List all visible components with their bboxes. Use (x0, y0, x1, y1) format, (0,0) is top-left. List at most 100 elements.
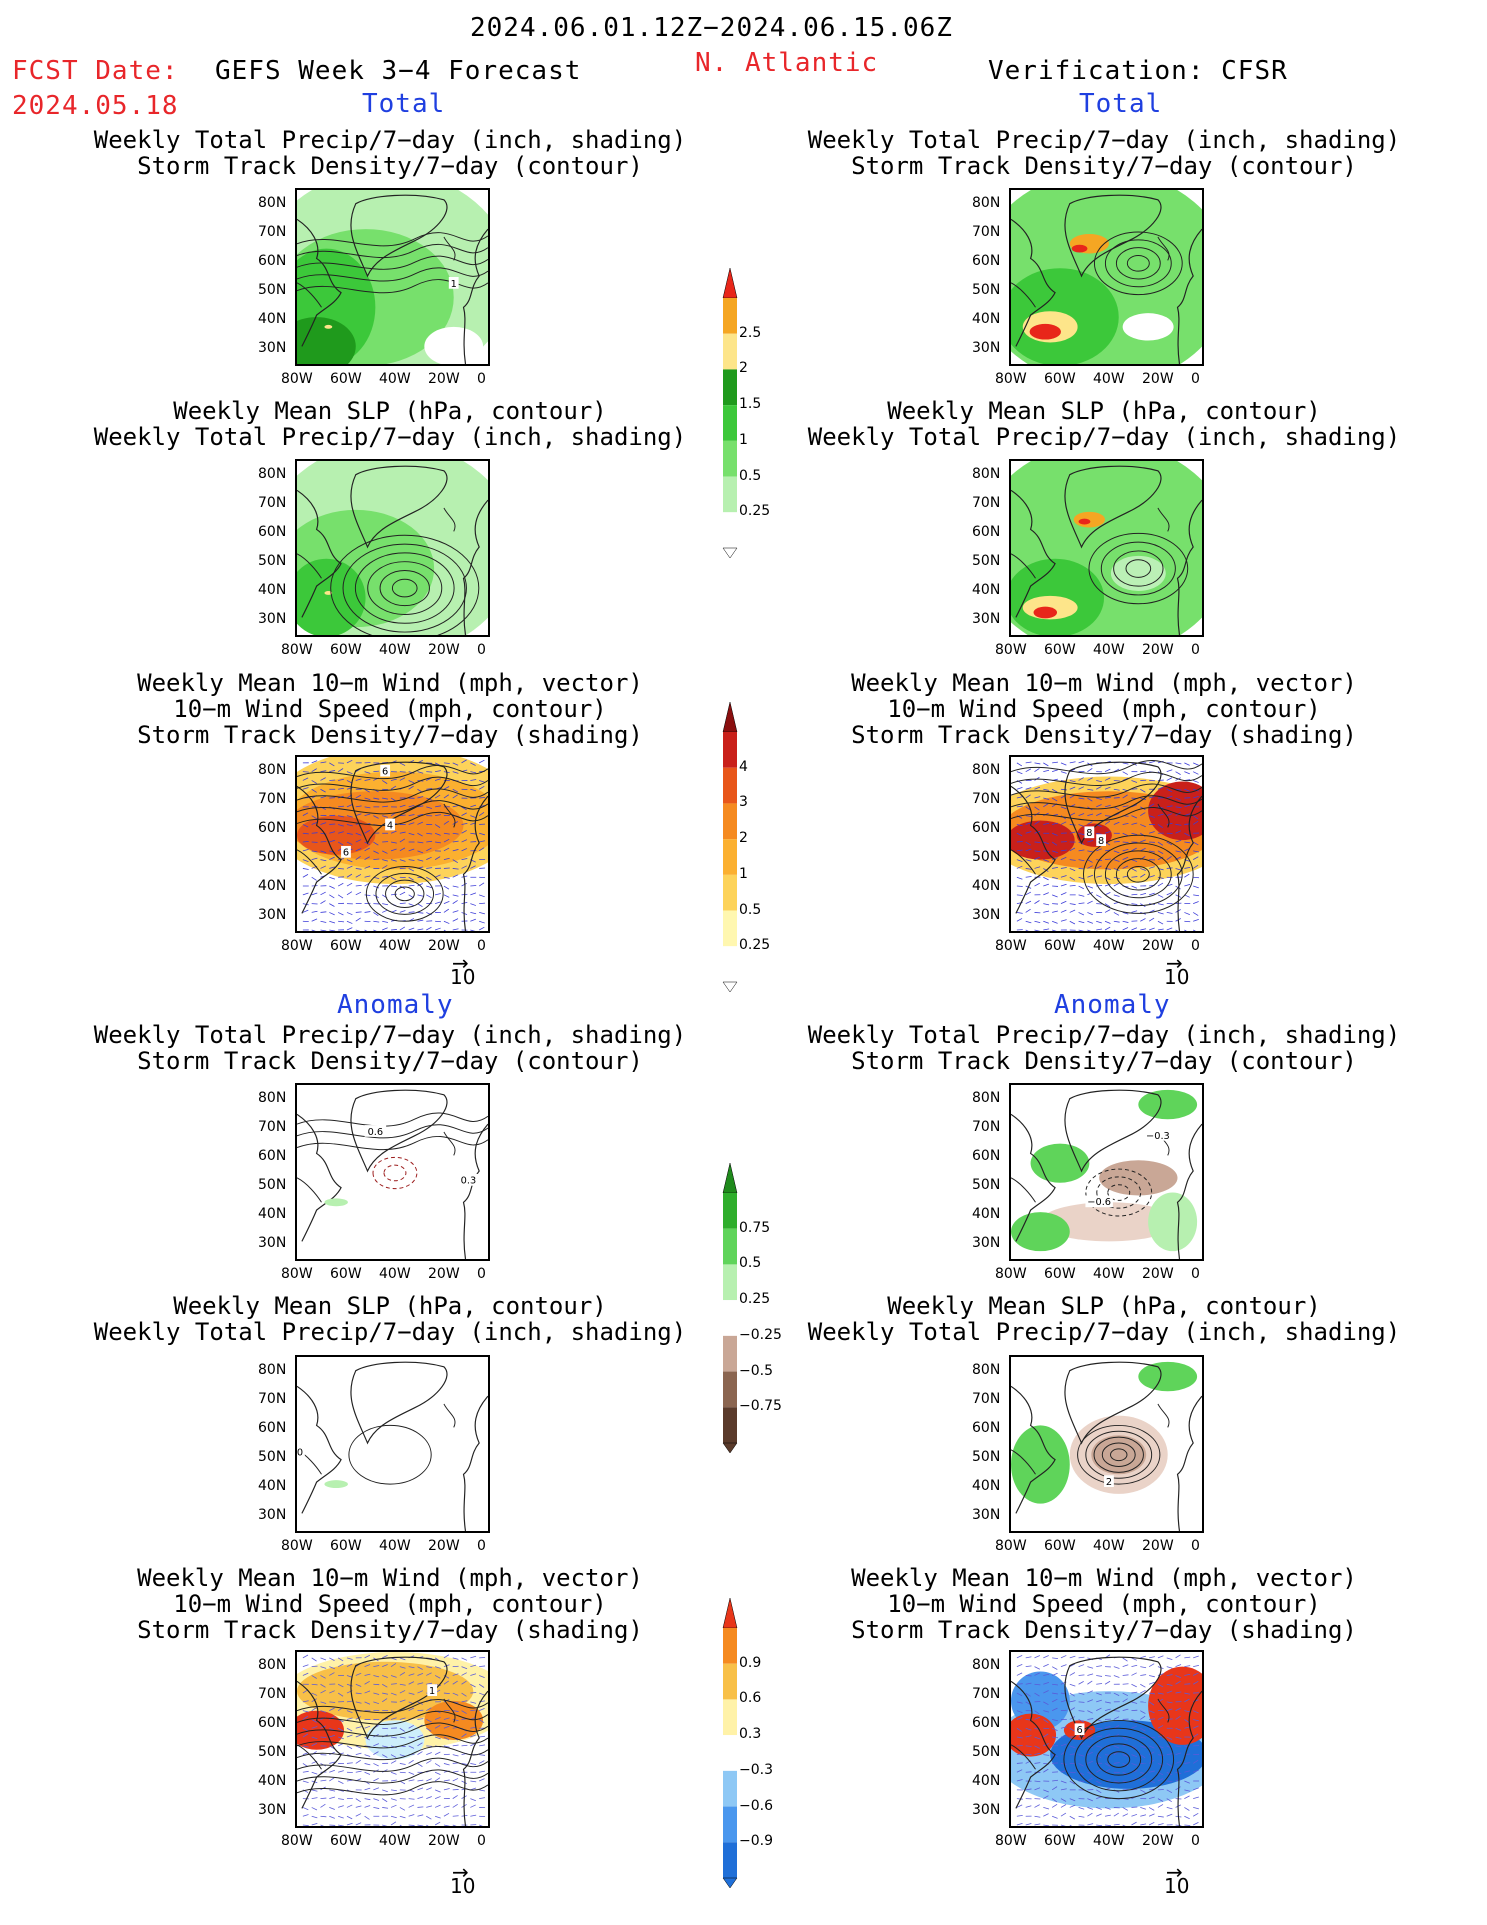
lon-label: 40W (379, 1538, 411, 1554)
lon-label: 80W (995, 938, 1027, 954)
lat-label: 40N (972, 878, 1001, 894)
lat-label: 50N (258, 553, 287, 569)
verification-label: Verification: CFSR (988, 56, 1288, 86)
colorbar-label: 0.25 (739, 937, 771, 954)
contour-label: 6 (343, 848, 349, 859)
lat-label: 60N (972, 1148, 1001, 1164)
lon-label: 80W (281, 1266, 313, 1282)
lon-label: 20W (1142, 1538, 1174, 1554)
lon-label: 20W (428, 938, 460, 954)
vector-reference-arrow: → (452, 951, 469, 975)
lat-label: 30N (972, 1802, 1001, 1818)
fcst-date-value: 2024.05.18 (12, 91, 179, 121)
lat-label: 60N (972, 253, 1001, 269)
colorbar-label: 2 (739, 830, 748, 847)
lat-label: 80N (972, 466, 1001, 482)
lon-label: 40W (1093, 642, 1125, 658)
lon-label: 20W (1142, 642, 1174, 658)
panel-title-fcst-total-wind-line: Storm Track Density/7−day (shading) (137, 721, 643, 749)
lat-label: 60N (258, 253, 287, 269)
colorbar-label: 0.5 (739, 467, 762, 484)
panel-title-obs-anom-precip-line: Weekly Total Precip/7−day (inch, shading… (807, 1021, 1401, 1049)
lat-label: 80N (972, 195, 1001, 211)
lon-label: 60W (1044, 938, 1076, 954)
lon-label: 80W (995, 1538, 1027, 1554)
lat-label: 80N (972, 1657, 1001, 1673)
lon-label: 20W (428, 1266, 460, 1282)
lat-label: 60N (972, 1715, 1001, 1731)
colorbar-precip-total-svg (722, 267, 738, 559)
lat-label: 50N (258, 1744, 287, 1760)
map-obs-total-slp-plot (1011, 461, 1202, 635)
colorbar-label: 0.6 (739, 1690, 762, 1707)
colorbar-label: 2.5 (739, 324, 762, 341)
panel-title-fcst-total-precip-line: Storm Track Density/7−day (contour) (137, 152, 643, 180)
colorbar-label: 0.5 (739, 901, 762, 918)
lat-label: 70N (972, 1119, 1001, 1135)
map-fcst-total-wind: 6 4 6 (295, 755, 490, 933)
lon-label: 80W (281, 938, 313, 954)
lat-label: 70N (972, 791, 1001, 807)
lat-label: 30N (972, 340, 1001, 356)
panel-title-fcst-anom-wind-line: Weekly Mean 10−m Wind (mph, vector) (137, 1564, 643, 1592)
lat-label: 60N (258, 524, 287, 540)
panel-title-obs-total-wind-line: Storm Track Density/7−day (shading) (851, 721, 1357, 749)
panel-title-obs-total-precip-line: Weekly Total Precip/7−day (inch, shading… (807, 126, 1401, 154)
lat-label: 80N (258, 1090, 287, 1106)
colorbar-label: 0.5 (739, 1255, 762, 1272)
lon-label: 40W (379, 642, 411, 658)
lon-label: 0 (477, 1833, 486, 1849)
contour-label: 2 (1106, 1477, 1112, 1488)
map-fcst-total-precip-plot: 1 (297, 190, 488, 364)
lat-label: 70N (258, 1119, 287, 1135)
lat-label: 30N (972, 1235, 1001, 1251)
contour-label: 0.6 (368, 1127, 384, 1138)
lon-label: 80W (281, 642, 313, 658)
map-fcst-anom-wind-plot: 1 (297, 1652, 488, 1826)
contour-label: −0.6 (1087, 1197, 1111, 1208)
panel-title-fcst-anom-precip-line: Weekly Total Precip/7−day (inch, shading… (93, 1021, 687, 1049)
lat-label: 50N (258, 849, 287, 865)
lat-label: 40N (972, 1206, 1001, 1222)
lat-label: 80N (258, 195, 287, 211)
lon-label: 80W (995, 1833, 1027, 1849)
contour-label: 4 (387, 820, 393, 831)
lon-label: 20W (428, 371, 460, 387)
section-anomaly-right: Anomaly (1054, 990, 1171, 1020)
lat-label: 70N (972, 1391, 1001, 1407)
colorbar-label: −0.9 (739, 1833, 773, 1850)
lon-label: 60W (1044, 642, 1076, 658)
panel-title-fcst-total-wind-line: 10−m Wind Speed (mph, contour) (173, 695, 607, 723)
contour-label: 0 (297, 1448, 303, 1459)
colorbar-precip-anomaly-svg (722, 1162, 738, 1454)
lon-label: 80W (281, 371, 313, 387)
lon-label: 60W (1044, 1833, 1076, 1849)
map-fcst-total-wind-plot: 6 4 6 (297, 757, 488, 931)
lon-label: 80W (281, 1833, 313, 1849)
colorbar-label: 0.25 (739, 1291, 771, 1308)
map-fcst-total-slp (295, 459, 490, 637)
lat-label: 50N (258, 282, 287, 298)
contour-label: 8 (1086, 828, 1092, 839)
map-fcst-anom-precip: 0.6 0.3 (295, 1083, 490, 1261)
panel-title-fcst-total-wind-line: Weekly Mean 10−m Wind (mph, vector) (137, 669, 643, 697)
lat-label: 60N (972, 820, 1001, 836)
lat-label: 60N (258, 1420, 287, 1436)
vector-reference-arrow: → (1166, 1860, 1183, 1884)
lat-label: 40N (258, 1478, 287, 1494)
lon-label: 40W (379, 1266, 411, 1282)
lon-label: 60W (330, 1538, 362, 1554)
lon-label: 0 (477, 1266, 486, 1282)
lat-label: 40N (258, 582, 287, 598)
lon-label: 60W (1044, 1266, 1076, 1282)
lat-label: 40N (972, 1773, 1001, 1789)
lat-label: 40N (258, 1206, 287, 1222)
map-fcst-anom-slp: 0 (295, 1355, 490, 1533)
contour-label: −0.3 (1146, 1131, 1170, 1142)
colorbar-label: 1.5 (739, 396, 762, 413)
lat-label: 50N (972, 282, 1001, 298)
lon-label: 60W (330, 938, 362, 954)
lat-label: 40N (972, 311, 1001, 327)
panel-title-fcst-anom-wind-line: Storm Track Density/7−day (shading) (137, 1616, 643, 1644)
map-obs-anom-precip: −0.3 −0.6 (1009, 1083, 1204, 1261)
